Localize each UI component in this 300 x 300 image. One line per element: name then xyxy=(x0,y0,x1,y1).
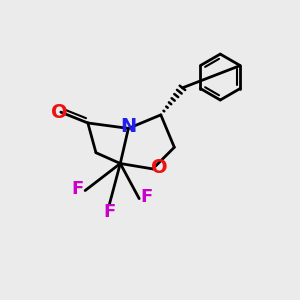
Text: F: F xyxy=(103,202,116,220)
Text: F: F xyxy=(71,180,84,198)
Text: O: O xyxy=(51,103,68,122)
Text: N: N xyxy=(120,117,136,136)
Text: O: O xyxy=(151,158,168,177)
Text: F: F xyxy=(141,188,153,206)
